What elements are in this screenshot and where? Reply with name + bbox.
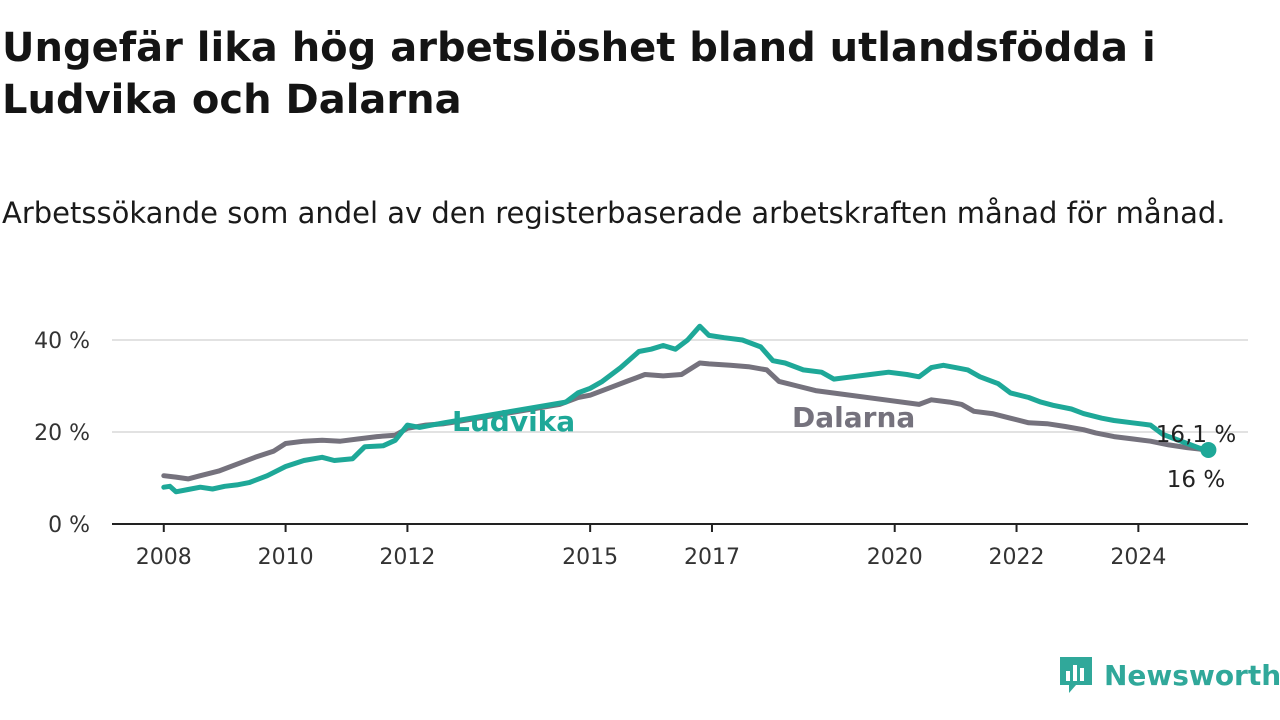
brand-logo: Newsworthy (1058, 654, 1280, 696)
series-line-ludvika (161, 323, 1211, 495)
x-tick-label: 2015 (562, 545, 618, 570)
brand-name: Newsworthy (1104, 658, 1280, 692)
x-tick-label: 2012 (379, 545, 435, 570)
x-tick-label: 2010 (258, 545, 314, 570)
series-line-dalarna (161, 360, 1211, 482)
y-tick-label: 20 % (34, 421, 90, 446)
x-tick-label: 2022 (989, 545, 1045, 570)
series-label-dalarna: Dalarna (792, 401, 915, 434)
chart-subtitle: Arbetssökande som andel av den registerb… (2, 196, 1226, 230)
end-point-marker (1200, 441, 1217, 458)
line-chart: 0 % 20 % 40 % 2008 2010 2012 2015 2017 2020 2022… (34, 323, 1248, 570)
end-value-dalarna: 16 % (1167, 467, 1225, 493)
y-tick-label: 0 % (48, 513, 90, 538)
x-tick-label: 2020 (867, 545, 923, 570)
bar-chart-icon (1060, 657, 1092, 693)
end-value-ludvika: 16,1 % (1156, 422, 1236, 448)
chart-title: Ungefär lika hög arbetslöshet bland utla… (2, 25, 1156, 123)
y-tick-label: 40 % (34, 329, 90, 354)
x-tick-label: 2008 (136, 545, 192, 570)
x-tick-label: 2017 (684, 545, 740, 570)
series-label-ludvika: Ludvika (452, 405, 575, 438)
x-tick-label: 2024 (1110, 545, 1166, 570)
